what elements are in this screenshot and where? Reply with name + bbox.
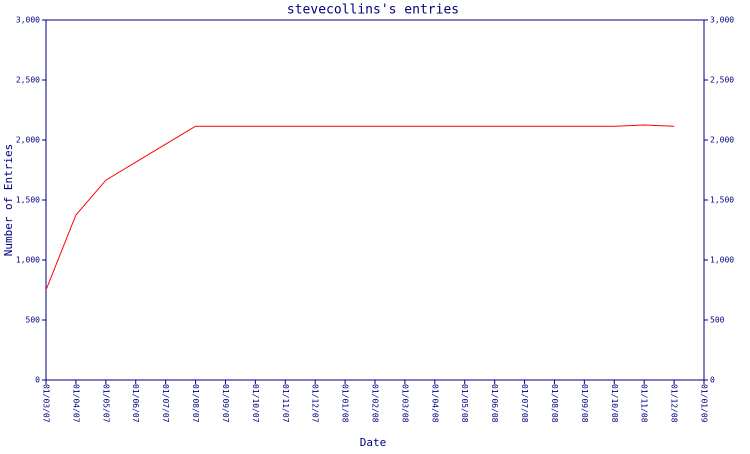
x-tick-label: 01/03/07 [42, 384, 51, 423]
x-tick-label: 01/12/08 [670, 384, 679, 423]
x-tick-label: 01/08/07 [191, 384, 200, 423]
x-tick-label: 01/03/08 [400, 384, 409, 423]
x-tick-label: 01/09/08 [580, 384, 589, 423]
y2-tick-label: 500 [710, 316, 725, 325]
x-tick-label: 01/01/09 [700, 384, 709, 423]
y-tick-label: 1,500 [16, 196, 40, 205]
y-tick-label: 0 [35, 376, 40, 385]
x-tick-label: 01/10/08 [610, 384, 619, 423]
y2-tick-label: 1,000 [710, 256, 734, 265]
x-tick-label: 01/12/07 [311, 384, 320, 423]
x-tick-label: 01/07/08 [520, 384, 529, 423]
plot-frame [45, 19, 705, 381]
y-tick-label: 3,000 [16, 16, 40, 25]
x-tick-label: 01/06/07 [131, 384, 140, 423]
chart-title: stevecollins's entries [287, 3, 459, 18]
x-tick-label: 01/01/08 [341, 384, 350, 423]
x-tick-label: 01/06/08 [490, 384, 499, 423]
y-axis-label: Number of Entries [2, 144, 15, 257]
x-tick-label: 01/10/07 [251, 384, 260, 423]
y2-tick-label: 1,500 [710, 196, 734, 205]
x-tick-label: 01/04/07 [71, 384, 80, 423]
y2-tick-label: 2,000 [710, 136, 734, 145]
y2-tick-label: 3,000 [710, 16, 734, 25]
x-axis-label: Date [360, 436, 387, 449]
x-tick-label: 01/02/08 [371, 384, 380, 423]
x-tick-label: 01/04/08 [430, 384, 439, 423]
x-tick-label: 01/08/08 [550, 384, 559, 423]
x-tick-label: 01/07/07 [161, 384, 170, 423]
x-tick-label: 01/11/07 [281, 384, 290, 423]
y-tick-label: 1,000 [16, 256, 40, 265]
x-tick-label: 01/09/07 [221, 384, 230, 423]
y-tick-label: 500 [26, 316, 41, 325]
x-tick-label: 01/05/08 [460, 384, 469, 423]
y2-tick-label: 0 [710, 376, 715, 385]
data-line [45, 124, 675, 291]
x-tick-label: 01/05/07 [101, 384, 110, 423]
x-tick-label: 01/11/08 [640, 384, 649, 423]
y2-tick-label: 2,500 [710, 76, 734, 85]
y-tick-label: 2,000 [16, 136, 40, 145]
y-tick-label: 2,500 [16, 76, 40, 85]
